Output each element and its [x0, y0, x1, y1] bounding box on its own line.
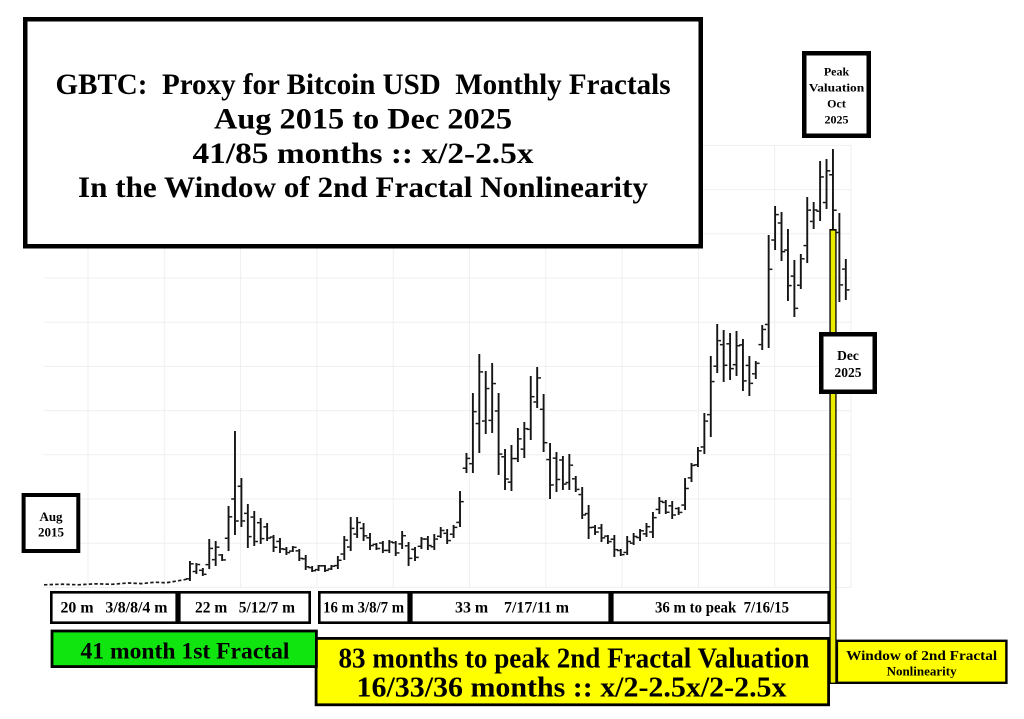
svg-text:22 m 5/12/7 m: 22 m 5/12/7 m: [195, 600, 295, 617]
svg-text:20 m 3/8/8/4 m: 20 m 3/8/8/4 m: [61, 600, 168, 617]
svg-text:Dec: Dec: [837, 348, 859, 363]
svg-text:36 m to peak 7/16/15: 36 m to peak 7/16/15: [655, 600, 789, 617]
svg-text:16 m 3/8/7 m: 16 m 3/8/7 m: [323, 600, 404, 617]
svg-text:Oct: Oct: [827, 97, 846, 111]
svg-text:41 month 1st Fractal: 41 month 1st Fractal: [81, 639, 290, 665]
svg-text:Aug: Aug: [39, 509, 63, 524]
svg-text:2015: 2015: [38, 525, 65, 540]
svg-text:16/33/36 months :: x/2-2.5x/2-: 16/33/36 months :: x/2-2.5x/2-2.5x: [357, 672, 787, 703]
svg-text:Nonlinearity: Nonlinearity: [887, 664, 958, 679]
svg-text:Window of 2nd Fractal: Window of 2nd Fractal: [846, 648, 997, 663]
svg-text:GBTC: Proxy for Bitcoin USD: GBTC: Proxy for Bitcoin USD Monthly Frac…: [56, 68, 671, 101]
svg-text:2025: 2025: [825, 113, 849, 127]
svg-text:2025: 2025: [835, 365, 862, 380]
svg-text:In the Window of 2nd Fractal N: In the Window of 2nd Fractal Nonlinearit…: [78, 171, 648, 204]
svg-text:83 months to peak 2nd Fractal: 83 months to peak 2nd Fractal Valuation: [339, 644, 810, 675]
svg-text:Peak: Peak: [824, 64, 850, 78]
svg-text:Aug 2015 to Dec 2025: Aug 2015 to Dec 2025: [214, 103, 512, 136]
svg-text:41/85 months :: x/2-2.5x: 41/85 months :: x/2-2.5x: [193, 137, 534, 170]
svg-text:Valuation: Valuation: [809, 80, 865, 94]
svg-text:33 m 7/17/11 m: 33 m 7/17/11 m: [455, 600, 569, 617]
